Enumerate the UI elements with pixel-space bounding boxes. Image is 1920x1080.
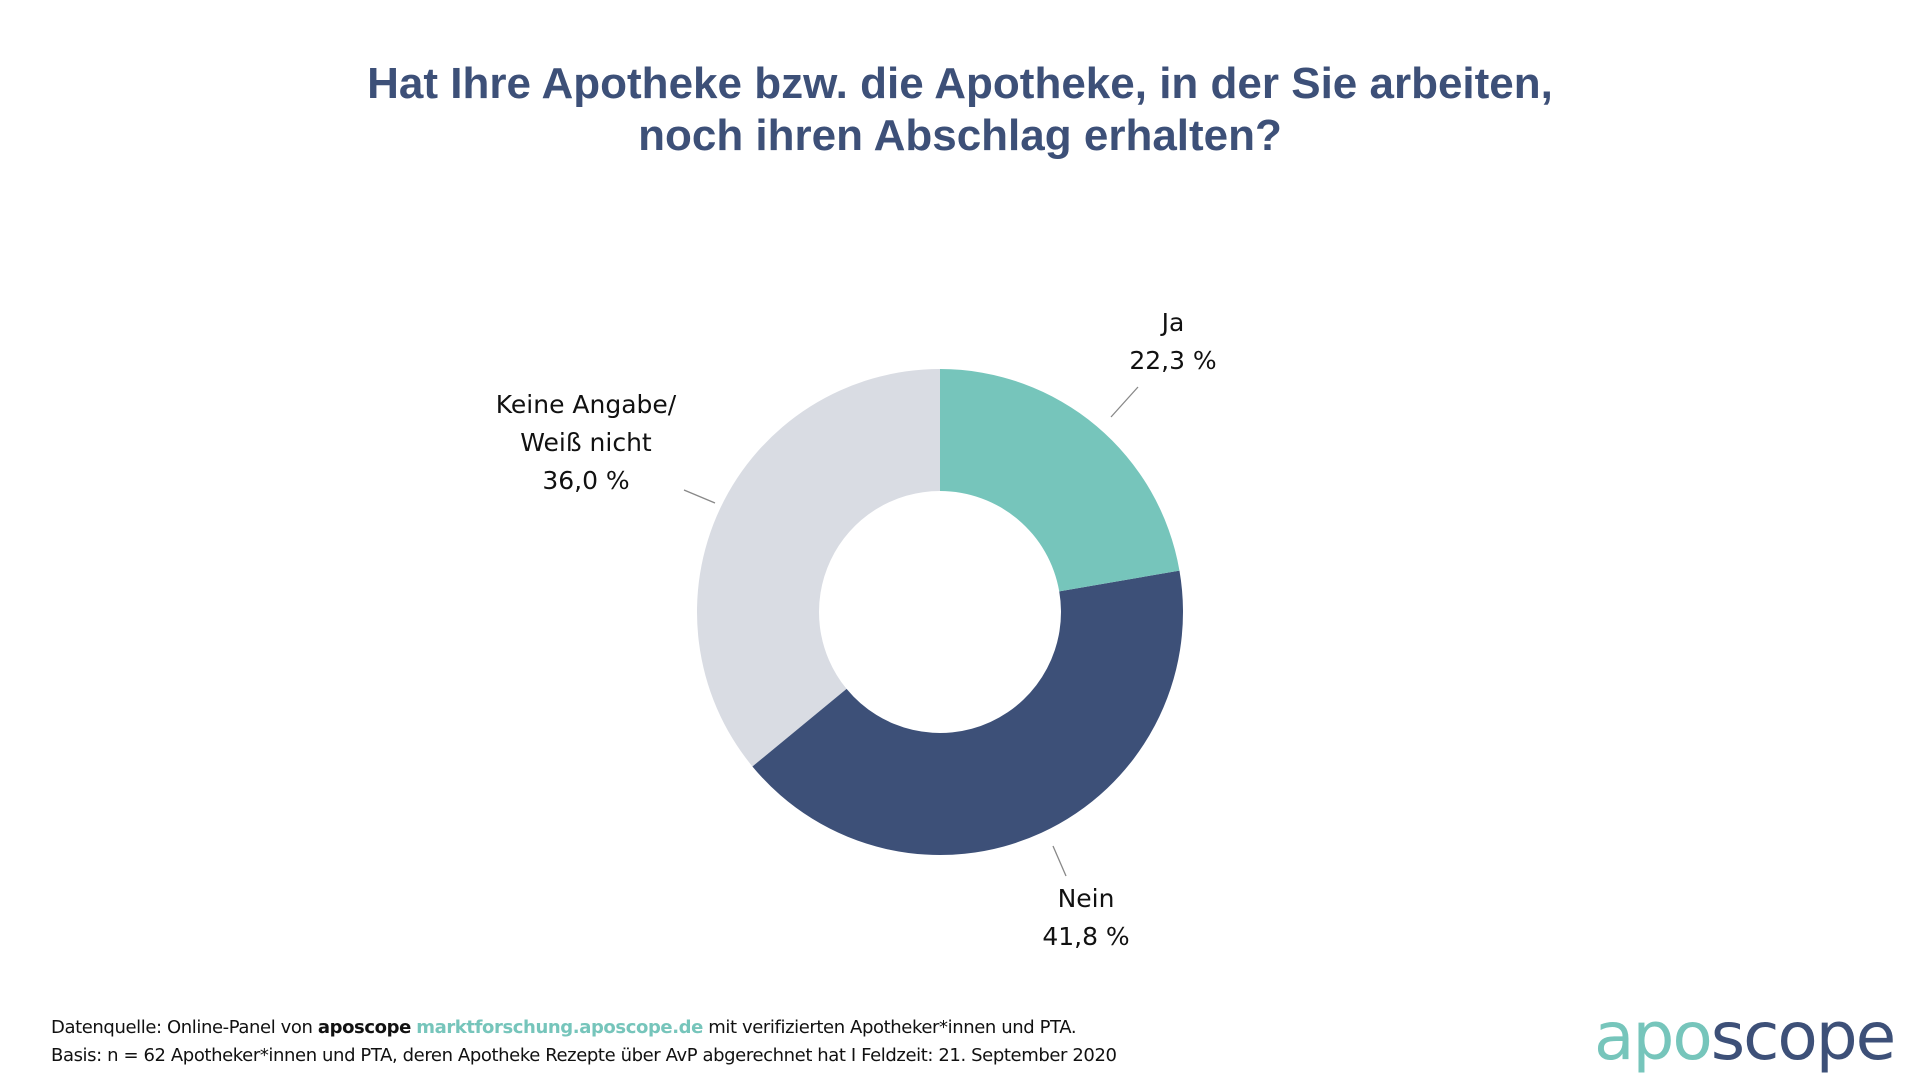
slice-label-nein-value: 41,8 % [1042, 922, 1130, 951]
leader-line-ja [1110, 386, 1139, 418]
slice-label-keine-angabe-value: 36,0 % [542, 466, 630, 495]
slice-label-nein-name: Nein [1057, 884, 1115, 913]
slice-label-nein: Nein 41,8 % [1042, 880, 1129, 956]
footer-source-suffix: mit verifizierten Apotheker*innen und PT… [702, 1017, 1077, 1038]
slice-label-keine-angabe-line-2: Weiß nicht [520, 428, 652, 457]
leader-line-keine-angabe [683, 489, 716, 504]
donut-slice-ja [940, 369, 1180, 592]
footer-brand: aposcope [317, 1017, 411, 1038]
slice-label-keine-angabe-line-1: Keine Angabe/ [495, 390, 677, 419]
footer-source-prefix: Datenquelle: Online-Panel von [51, 1017, 318, 1038]
slice-label-ja-name: Ja [1161, 308, 1185, 337]
donut-slice-keine-angabe [697, 369, 940, 767]
logo-part-scope: scope [1710, 998, 1897, 1075]
slice-label-ja-value: 22,3 % [1129, 346, 1217, 375]
slice-label-ja: Ja 22,3 % [1129, 304, 1216, 380]
footer-source: Datenquelle: Online-Panel von aposcope m… [51, 1017, 1077, 1038]
chart-title-line-1: Hat Ihre Apotheke bzw. die Apotheke, in … [367, 59, 1553, 108]
footer-basis: Basis: n = 62 Apotheker*innen und PTA, d… [51, 1045, 1117, 1066]
chart-title-line-2: noch ihren Abschlag erhalten? [638, 111, 1282, 160]
donut-slice-nein [752, 570, 1183, 855]
leader-line-nein [1052, 845, 1067, 877]
aposcope-logo: aposcope [1594, 998, 1897, 1075]
logo-part-apo: apo [1594, 998, 1713, 1075]
chart-title: Hat Ihre Apotheke bzw. die Apotheke, in … [0, 58, 1920, 162]
slice-label-keine-angabe: Keine Angabe/ Weiß nicht 36,0 % [496, 386, 676, 500]
footer-link[interactable]: marktforschung.aposcope.de [416, 1017, 703, 1038]
